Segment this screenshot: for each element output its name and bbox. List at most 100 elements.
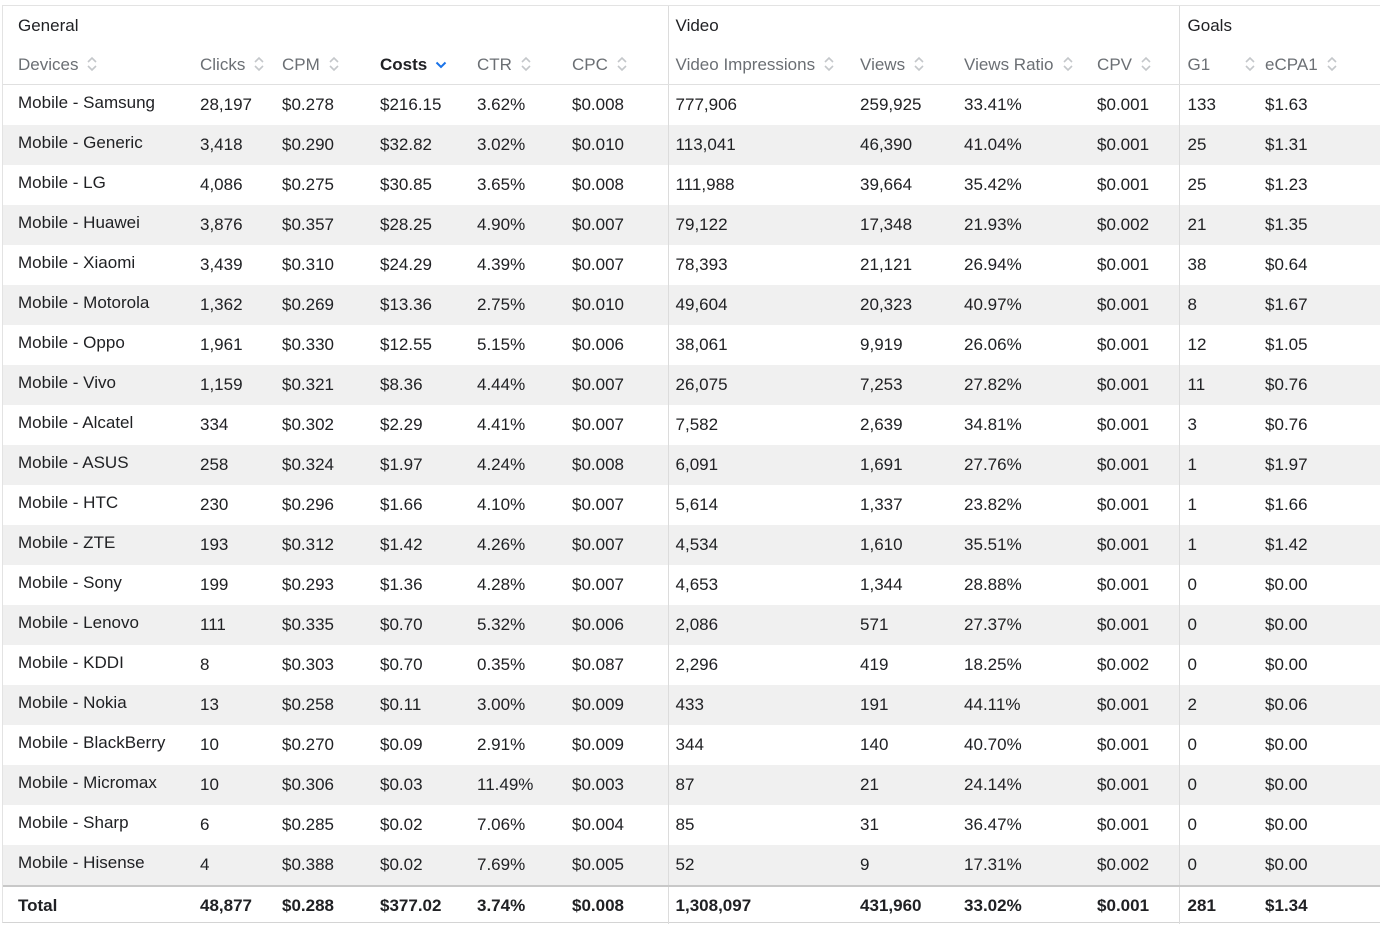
cell-cpm: $0.296 [282,485,380,525]
cell-cpc: $0.003 [572,765,669,805]
cell-device: Mobile - Alcatel [3,405,200,445]
table-row[interactable]: Mobile - Generic 3,418 $0.290 $32.82 3.02% $0… [3,125,1380,165]
cell-costs: $30.85 [380,165,477,205]
cell-cpc: $0.006 [572,605,669,645]
column-header-clicks[interactable]: Clicks [200,46,282,85]
total-label: Total [3,885,200,924]
column-header-cpm[interactable]: CPM [282,46,380,85]
cell-clicks: 1,362 [200,285,282,325]
cell-g1: 8 [1178,285,1266,325]
cell-ctr: 2.75% [477,285,572,325]
cell-g1: 0 [1178,765,1266,805]
table-row[interactable]: Mobile - HTC 230 $0.296 $1.66 4.10% $0.007 5,6… [3,485,1380,525]
cell-clicks: 1,961 [200,325,282,365]
cell-device: Mobile - Lenovo [3,605,200,645]
cell-ecpa1: $0.00 [1265,805,1380,845]
sort-icon [824,56,834,72]
column-header-ctr[interactable]: CTR [477,46,572,85]
cell-clicks: 3,439 [200,245,282,285]
column-header-video-impressions[interactable]: Video Impressions [667,46,861,85]
cell-clicks: 10 [200,765,282,805]
cell-video-impressions: 6,091 [667,445,861,485]
cell-views-ratio: 34.81% [964,405,1098,445]
table-row[interactable]: Mobile - Samsung 28,197 $0.278 $216.15 3.62%… [3,84,1380,125]
cell-video-impressions: 344 [667,725,861,765]
cell-costs: $32.82 [380,125,477,165]
cell-clicks: 4,086 [200,165,282,205]
cell-cpc: $0.008 [572,445,669,485]
cell-views: 1,344 [860,565,965,605]
column-header-costs[interactable]: Costs [380,46,477,85]
table-row[interactable]: Mobile - Alcatel 334 $0.302 $2.29 4.41% $0.00… [3,405,1380,445]
cell-cpm: $0.285 [282,805,380,845]
cell-views: 2,639 [860,405,965,445]
cell-clicks: 258 [200,445,282,485]
cell-ctr: 5.15% [477,325,572,365]
cell-video-impressions: 52 [667,845,861,886]
column-header-cpc[interactable]: CPC [572,46,669,85]
column-header-views[interactable]: Views [860,46,965,85]
cell-device: Mobile - Sharp [3,805,200,845]
cell-ctr: 7.06% [477,805,572,845]
table-row[interactable]: Mobile - Hisense 4 $0.388 $0.02 7.69% $0.005 5… [3,845,1380,886]
cell-g1: 1 [1178,445,1266,485]
table-row[interactable]: Mobile - Nokia 13 $0.258 $0.11 3.00% $0.009 43… [3,685,1380,725]
cell-device: Mobile - ZTE [3,525,200,565]
cell-cpv: $0.001 [1097,365,1180,405]
cell-cpv: $0.002 [1097,645,1180,685]
cell-clicks: 3,418 [200,125,282,165]
cell-device: Mobile - Sony [3,565,200,605]
table-row[interactable]: Mobile - ASUS 258 $0.324 $1.97 4.24% $0.008 6,… [3,445,1380,485]
cell-views-ratio: 26.06% [964,325,1098,365]
cell-ecpa1: $1.31 [1265,125,1380,165]
cell-cpc: $0.010 [572,125,669,165]
cell-views-ratio: 36.47% [964,805,1098,845]
table-row[interactable]: Mobile - KDDI 8 $0.303 $0.70 0.35% $0.087 2,29… [3,645,1380,685]
table-row[interactable]: Mobile - Sony 199 $0.293 $1.36 4.28% $0.007 4,… [3,565,1380,605]
cell-clicks: 4 [200,845,282,886]
cell-ecpa1: $1.66 [1265,485,1380,525]
total-costs: $377.02 [380,885,477,924]
column-header-ecpa1[interactable]: eCPA1 [1265,46,1380,85]
cell-cpv: $0.001 [1097,405,1180,445]
group-video: Video [667,6,1180,46]
table-row[interactable]: Mobile - Motorola 1,362 $0.269 $13.36 2.75% $… [3,285,1380,325]
table-row[interactable]: Mobile - Oppo 1,961 $0.330 $12.55 5.15% $0.00… [3,325,1380,365]
cell-ecpa1: $1.35 [1265,205,1380,245]
total-cpc: $0.008 [572,885,669,924]
table-row[interactable]: Mobile - Lenovo 111 $0.335 $0.70 5.32% $0.006… [3,605,1380,645]
table-row[interactable]: Mobile - Vivo 1,159 $0.321 $8.36 4.44% $0.007… [3,365,1380,405]
cell-g1: 25 [1178,165,1266,205]
table-row[interactable]: Mobile - Xiaomi 3,439 $0.310 $24.29 4.39% $0.… [3,245,1380,285]
cell-g1: 11 [1178,365,1266,405]
column-header-devices[interactable]: Devices [3,46,200,85]
table-row[interactable]: Mobile - Huawei 3,876 $0.357 $28.25 4.90% $0.… [3,205,1380,245]
cell-views-ratio: 27.82% [964,365,1098,405]
cell-g1: 25 [1178,125,1266,165]
table-row[interactable]: Mobile - ZTE 193 $0.312 $1.42 4.26% $0.007 4,5… [3,525,1380,565]
table-row[interactable]: Mobile - Micromax 10 $0.306 $0.03 11.49% $0.0… [3,765,1380,805]
table-row[interactable]: Mobile - LG 4,086 $0.275 $30.85 3.65% $0.008 1… [3,165,1380,205]
column-header-cpv[interactable]: CPV [1097,46,1180,85]
cell-cpc: $0.008 [572,165,669,205]
table-row[interactable]: Mobile - BlackBerry 10 $0.270 $0.09 2.91% $0.… [3,725,1380,765]
sort-icon [254,56,264,72]
cell-clicks: 199 [200,565,282,605]
cell-ctr: 4.24% [477,445,572,485]
cell-views: 21,121 [860,245,965,285]
cell-cpm: $0.321 [282,365,380,405]
table-row[interactable]: Mobile - Sharp 6 $0.285 $0.02 7.06% $0.004 85 3… [3,805,1380,845]
total-cpm: $0.288 [282,885,380,924]
total-clicks: 48,877 [200,885,282,924]
sort-icon [521,56,531,72]
sort-icon [1062,56,1073,72]
cell-clicks: 111 [200,605,282,645]
cell-views: 31 [860,805,965,845]
cell-cpv: $0.001 [1097,805,1180,845]
column-header-g1[interactable]: G1 [1178,46,1266,85]
column-header-views-ratio[interactable]: Views Ratio [964,46,1098,85]
cell-costs: $8.36 [380,365,477,405]
cell-views-ratio: 17.31% [964,845,1098,886]
cell-video-impressions: 7,582 [667,405,861,445]
